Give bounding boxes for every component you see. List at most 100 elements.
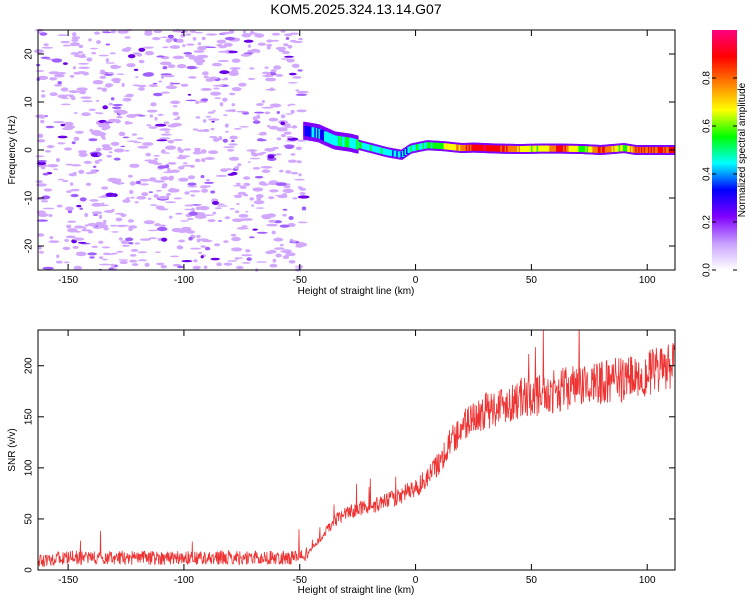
y-tick-label: 100 bbox=[24, 459, 35, 476]
noise-blob bbox=[153, 180, 165, 183]
noise-blob bbox=[169, 215, 173, 219]
noise-blob bbox=[45, 58, 54, 61]
noise-blob bbox=[51, 58, 63, 63]
noise-blob bbox=[90, 130, 102, 134]
noise-blob bbox=[249, 157, 261, 160]
noise-blob bbox=[35, 155, 45, 158]
noise-blob bbox=[99, 75, 107, 79]
noise-blob bbox=[41, 195, 51, 200]
noise-blob bbox=[210, 91, 222, 96]
noise-blob bbox=[292, 197, 298, 200]
noise-blob bbox=[73, 237, 85, 241]
noise-blob bbox=[146, 109, 158, 113]
noise-blob bbox=[122, 136, 130, 139]
noise-blob bbox=[45, 150, 51, 153]
snr-plot-area bbox=[38, 330, 675, 570]
ridge-core bbox=[314, 127, 317, 138]
noise-blob bbox=[184, 191, 190, 195]
noise-blob bbox=[82, 71, 89, 76]
noise-blob bbox=[129, 259, 138, 263]
noise-blob bbox=[148, 191, 153, 194]
noise-blob bbox=[276, 137, 282, 141]
noise-blob bbox=[214, 207, 222, 210]
ridge-core bbox=[553, 145, 556, 152]
noise-blob bbox=[98, 256, 104, 259]
noise-blob bbox=[118, 110, 128, 115]
noise-blob bbox=[78, 44, 84, 49]
noise-blob bbox=[298, 242, 308, 247]
noise-blob bbox=[157, 196, 169, 200]
noise-blob bbox=[125, 46, 132, 51]
ridge-core bbox=[608, 146, 612, 153]
noise-blob bbox=[142, 142, 154, 146]
noise-blob bbox=[202, 119, 207, 123]
noise-blob bbox=[261, 151, 267, 154]
ridge-core bbox=[351, 138, 355, 149]
noise-blob bbox=[91, 245, 99, 248]
ridge-core bbox=[564, 145, 568, 152]
noise-blob bbox=[110, 141, 120, 146]
noise-blob bbox=[256, 231, 268, 234]
noise-blob bbox=[178, 177, 189, 182]
noise-blob bbox=[273, 65, 282, 70]
noise-blob bbox=[108, 102, 113, 106]
noise-blob bbox=[219, 102, 224, 107]
noise-blob bbox=[161, 91, 170, 94]
x-tick-label: 100 bbox=[639, 575, 656, 586]
noise-blob bbox=[301, 206, 307, 211]
ridge-core bbox=[624, 145, 627, 152]
noise-blob bbox=[74, 225, 84, 229]
ridge-core bbox=[490, 145, 494, 152]
noise-blob bbox=[297, 186, 303, 189]
ridge-core bbox=[603, 146, 606, 153]
noise-blob bbox=[249, 67, 255, 70]
noise-blob bbox=[80, 229, 92, 232]
noise-blob bbox=[55, 260, 63, 264]
ridge-core bbox=[344, 137, 348, 148]
noise-blob bbox=[224, 216, 231, 220]
noise-blob bbox=[237, 191, 247, 195]
noise-blob bbox=[211, 62, 223, 67]
noise-blob bbox=[261, 169, 271, 173]
noise-blob bbox=[120, 145, 126, 148]
ridge-core bbox=[321, 130, 324, 141]
noise-blob bbox=[204, 157, 215, 160]
noise-blob bbox=[217, 60, 230, 62]
noise-blob bbox=[64, 147, 72, 151]
noise-blob bbox=[111, 231, 120, 233]
noise-blob bbox=[214, 243, 221, 247]
noise-blob bbox=[231, 69, 238, 74]
ridge-core bbox=[413, 144, 416, 151]
ridge-core bbox=[570, 145, 573, 152]
noise-blob bbox=[216, 39, 227, 44]
ridge-core bbox=[590, 146, 594, 153]
ridge-core bbox=[442, 143, 445, 150]
ridge-core bbox=[360, 142, 363, 149]
ridge-core bbox=[574, 145, 577, 152]
ridge-core bbox=[374, 146, 377, 153]
noise-blob bbox=[113, 148, 125, 153]
noise-blob bbox=[242, 111, 250, 115]
noise-blob bbox=[269, 189, 279, 193]
noise-blob bbox=[139, 183, 150, 186]
y-tick-label: 150 bbox=[24, 408, 35, 425]
noise-blob bbox=[46, 145, 55, 149]
noise-blob bbox=[157, 113, 164, 116]
noise-blob bbox=[56, 254, 60, 259]
noise-blob bbox=[65, 235, 76, 239]
ridge-core bbox=[329, 133, 333, 144]
ridge-core bbox=[607, 146, 611, 153]
ridge-core bbox=[586, 146, 590, 153]
noise-blob bbox=[49, 77, 58, 81]
noise-blob bbox=[282, 208, 288, 211]
ridge-core bbox=[354, 139, 358, 150]
noise-blob bbox=[212, 137, 220, 142]
noise-blob bbox=[215, 174, 228, 177]
noise-blob bbox=[57, 72, 67, 75]
noise-blob bbox=[201, 188, 209, 193]
noise-blob bbox=[205, 179, 210, 182]
ridge-core bbox=[367, 144, 370, 151]
ridge-core bbox=[482, 145, 486, 151]
noise-blob bbox=[237, 194, 242, 198]
noise-blob bbox=[201, 98, 209, 102]
